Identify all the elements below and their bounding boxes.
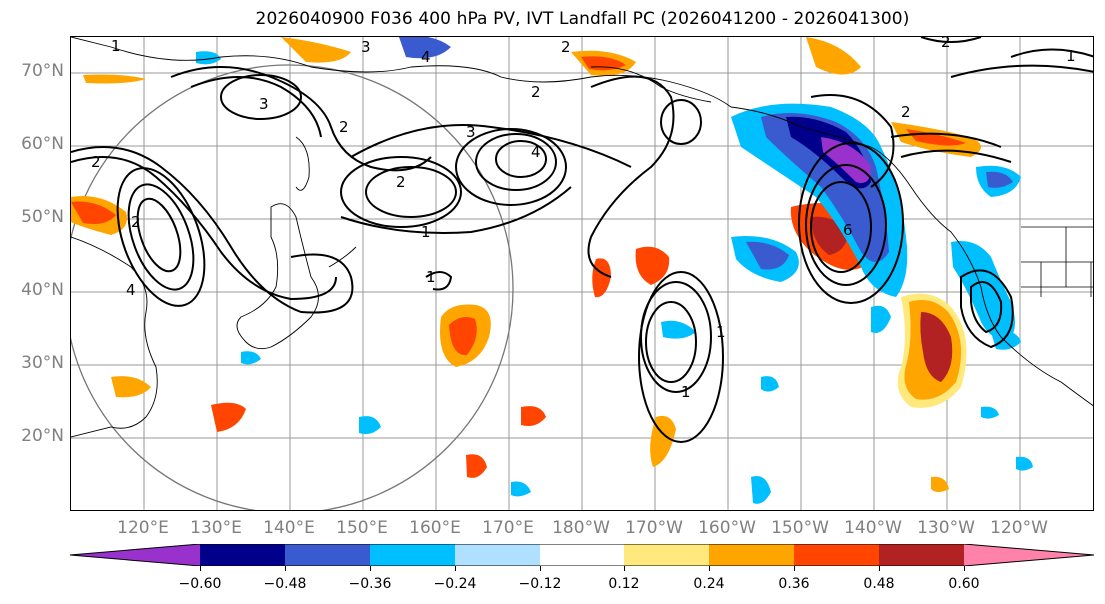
contour-label-3c: 3	[361, 38, 371, 56]
contour-label-4c: 4	[126, 281, 136, 299]
cbar-tickmark	[540, 566, 541, 571]
cbar-tickmark	[200, 566, 201, 571]
lon-label-150w: 150°W	[771, 518, 829, 538]
lon-label-140w: 140°W	[844, 518, 902, 538]
contour-label-group: 1 2 2 3 2 1 2 4 3 2 2 4 3 1 1 6 2 2 1 4 …	[91, 37, 1076, 401]
cbar-tickmark	[624, 566, 625, 571]
map-svg: 1 2 2 3 2 1 2 4 3 2 2 4 3 1 1 6 2 2 1 4 …	[71, 37, 1093, 510]
coastlines	[71, 37, 1093, 438]
lon-label-150e: 150°E	[336, 518, 388, 538]
lon-label-170w: 170°W	[625, 518, 683, 538]
lon-label-120w: 120°W	[990, 518, 1048, 538]
cbar-label-m036: −0.36	[348, 576, 392, 592]
cbar-tickmark	[370, 566, 371, 571]
map-panel: 1 2 2 3 2 1 2 4 3 2 2 4 3 1 1 6 2 2 1 4 …	[70, 36, 1094, 511]
cbar-tickmark	[709, 566, 710, 571]
pv-negative-fill	[196, 37, 1033, 504]
cbar-tickmark	[794, 566, 795, 571]
colorbar-svg	[69, 543, 1095, 567]
contour-label-6a: 6	[843, 221, 853, 239]
contour-label-2c: 2	[339, 118, 349, 136]
cbar-label-012: 0.12	[608, 576, 640, 592]
cbar-label-m024: −0.24	[433, 576, 477, 592]
cbar-label-036: 0.36	[778, 576, 810, 592]
colorbar-extend-min	[70, 544, 200, 566]
lon-label-130e: 130°E	[190, 518, 242, 538]
lon-label-160e: 160°E	[409, 518, 461, 538]
lon-label-130w: 130°W	[917, 518, 975, 538]
cbar-tickmark	[964, 566, 965, 571]
pv-positive-fill	[71, 37, 981, 492]
lon-label-170e: 170°E	[482, 518, 534, 538]
lat-label-50n: 50°N	[21, 207, 64, 227]
lat-label-20n: 20°N	[21, 426, 64, 446]
contour-label-2b: 2	[131, 213, 141, 231]
lon-label-160w: 160°W	[698, 518, 756, 538]
range-circle	[71, 64, 514, 510]
cbar-label-048: 0.48	[863, 576, 895, 592]
contour-label-4a: 4	[531, 143, 541, 161]
lat-label-70n: 70°N	[21, 61, 64, 81]
contour-label-2a: 2	[91, 153, 101, 171]
lon-label-140e: 140°E	[263, 518, 315, 538]
lon-label-180w: 180°W	[552, 518, 610, 538]
borders	[1021, 226, 1093, 297]
lat-label-40n: 40°N	[21, 280, 64, 300]
contour-label-1c: 1	[716, 323, 726, 341]
cbar-tickmark	[879, 566, 880, 571]
contour-label-2f: 2	[561, 38, 571, 56]
figure-title: 2026040900 F036 400 hPa PV, IVT Landfall…	[255, 9, 910, 29]
contour-label-1b: 1	[421, 223, 431, 241]
contour-label-3a: 3	[259, 95, 269, 113]
cbar-label-m012: −0.12	[518, 576, 562, 592]
colorbar-extend-max	[964, 544, 1094, 566]
contour-label-1a: 1	[111, 37, 121, 55]
colorbar	[69, 543, 1095, 567]
contour-label-1d: 1	[681, 383, 691, 401]
lat-label-30n: 30°N	[21, 353, 64, 373]
cbar-label-060: 0.60	[948, 576, 980, 592]
contour-label-3b: 3	[466, 123, 476, 141]
cbar-tickmark	[455, 566, 456, 571]
contour-label-4b: 4	[421, 48, 431, 66]
ivt-contours	[71, 37, 1093, 443]
lat-label-60n: 60°N	[21, 134, 64, 154]
contour-label-2e: 2	[531, 83, 541, 101]
cbar-label-024: 0.24	[693, 576, 725, 592]
contour-label-2h: 2	[941, 37, 951, 51]
lon-label-120e: 120°E	[117, 518, 169, 538]
contour-label-1e: 1	[426, 268, 436, 286]
contour-label-2d: 2	[396, 173, 406, 191]
cbar-label-m048: −0.48	[263, 576, 307, 592]
cbar-tickmark	[285, 566, 286, 571]
gridlines	[71, 37, 1093, 510]
cbar-label-m060: −0.60	[178, 576, 222, 592]
contour-label-2g: 2	[901, 103, 911, 121]
contour-label-1f: 1	[1066, 47, 1076, 65]
